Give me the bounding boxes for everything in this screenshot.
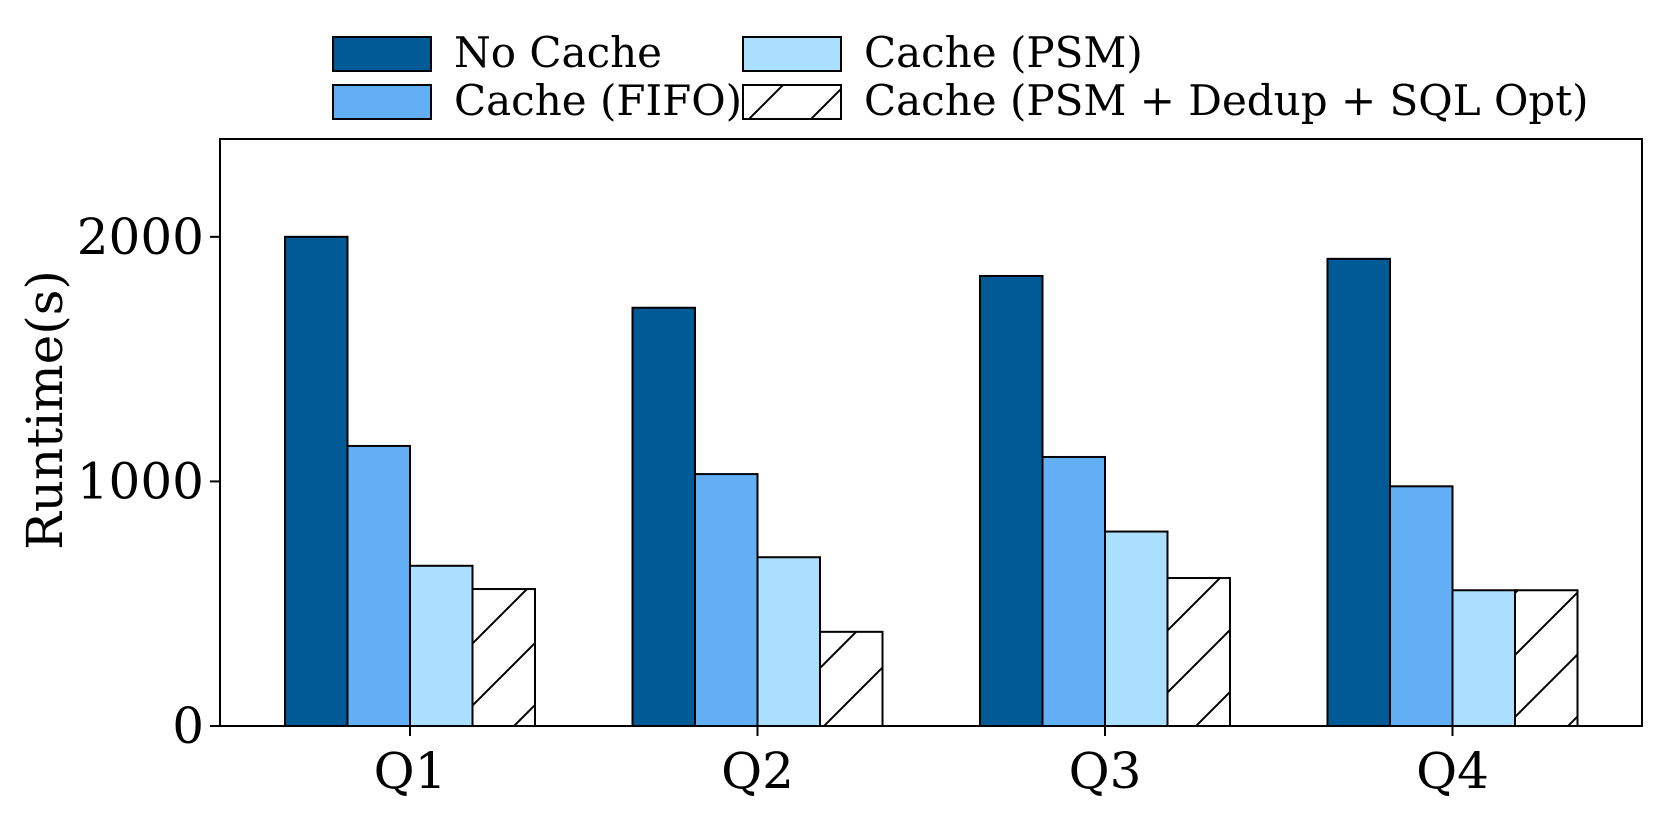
legend-label-3: Cache (PSM) (864, 28, 1143, 77)
x-tick-label-q3: Q3 (1069, 742, 1142, 800)
bar-q4-series-2 (1389, 485, 1454, 727)
bar-q2-series-2 (694, 473, 759, 727)
bar-q1-series-3 (409, 564, 474, 727)
bar-q1-series-4 (471, 588, 536, 727)
bar-q2-series-4 (819, 630, 884, 727)
bar-q4-series-4 (1514, 589, 1579, 727)
x-tick-label-q4: Q4 (1416, 742, 1489, 800)
y-axis-label: Runtime(s) (16, 270, 74, 550)
y-tick-label: 2000 (77, 208, 204, 266)
bar-q1-series-2 (346, 444, 411, 727)
bar-q3-series-4 (1166, 577, 1231, 728)
legend-swatch-1 (332, 36, 432, 72)
bar-q3-series-2 (1041, 455, 1106, 727)
y-tick-label: 0 (172, 697, 204, 755)
x-tick-label-q1: Q1 (374, 742, 447, 800)
legend-swatch-2 (332, 84, 432, 120)
x-axis: Q1 Q2 Q3 Q4 (374, 726, 1489, 800)
legend-label-1: No Cache (454, 28, 662, 77)
bar-q3-series-1 (979, 274, 1044, 727)
bar-q3-series-3 (1104, 530, 1169, 728)
bars-group (284, 235, 1579, 728)
legend-label-2: Cache (FIFO) (454, 76, 742, 125)
legend-swatch-3 (742, 36, 842, 72)
plot-frame (219, 138, 1643, 727)
bar-q2-series-3 (756, 556, 821, 727)
bar-q2-series-1 (631, 306, 696, 727)
legend: No Cache Cache (PSM) Cache (FIFO) Cache (PS… (332, 28, 1589, 125)
bar-q4-series-1 (1326, 257, 1391, 727)
y-axis: 0 1000 2000 (77, 208, 220, 755)
bar-q4-series-3 (1451, 589, 1516, 727)
bar-q1-series-1 (284, 235, 349, 727)
legend-swatch-4 (742, 84, 842, 120)
x-tick-label-q2: Q2 (721, 742, 794, 800)
y-tick-label: 1000 (77, 452, 204, 510)
legend-label-4: Cache (PSM + Dedup + SQL Opt) (864, 76, 1589, 125)
